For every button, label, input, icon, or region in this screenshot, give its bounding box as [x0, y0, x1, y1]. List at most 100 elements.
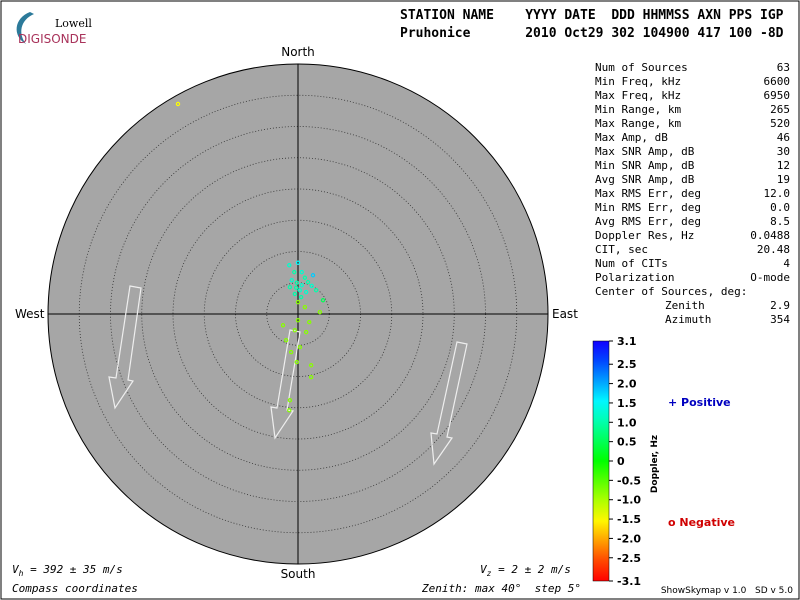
source-point: [297, 344, 303, 350]
direction-north: North: [281, 45, 315, 59]
stat-label: Azimuth: [665, 313, 711, 326]
vz-text: = 2 ± 2 m/s: [491, 563, 570, 576]
colorbar-tick-label: -1.0: [617, 494, 641, 507]
source-point: [320, 298, 326, 303]
source-point: [287, 284, 293, 290]
header-line: STATION NAME YYYY DATE DDD HHMMSS AXN PP…: [400, 8, 784, 23]
source-point: [292, 269, 297, 275]
source-point: [308, 363, 314, 368]
stat-label: Polarization: [595, 271, 674, 284]
stat-value: 30: [777, 145, 790, 158]
stat-label: Max Range, km: [595, 117, 681, 130]
direction-west: West: [15, 307, 45, 321]
stat-label: Min SNR Amp, dB: [595, 159, 695, 172]
negative-legend: o Negative: [668, 516, 735, 529]
source-point: [313, 288, 319, 293]
source-point: [283, 338, 289, 343]
colorbar: [592, 340, 610, 582]
stat-value: 0.0488: [750, 229, 790, 242]
source-point: [299, 269, 304, 275]
source-point: [287, 398, 293, 403]
source-point: [292, 328, 298, 333]
stat-value: 20.48: [757, 243, 790, 256]
stat-label: Min RMS Err, deg: [595, 201, 701, 214]
source-point: [303, 289, 309, 295]
vh-symbol: V: [12, 563, 20, 576]
stat-value: 6600: [764, 75, 791, 88]
version: ShowSkymap v 1.0 SD v 5.0: [661, 586, 793, 596]
stats-table: Num of Sources 63 Min Freq, kHz 6600 Max Fre…: [595, 61, 790, 326]
colorbar-tick-label: -2.0: [617, 532, 641, 545]
stat-value: 265: [770, 103, 790, 116]
source-point: [317, 309, 323, 315]
colorbar-tick-label: 3.1: [617, 335, 637, 348]
colorbar-tick-label: -3.1: [617, 575, 641, 588]
source-point: [295, 260, 301, 265]
colorbar-tick-label: 0: [617, 455, 625, 468]
source-point: [297, 288, 303, 293]
colorbar-tick-label: -1.5: [617, 513, 641, 526]
colorbar-tick-label: 2.0: [617, 378, 637, 391]
vh-sub: h: [19, 569, 24, 578]
source-point: [289, 278, 294, 283]
drift-arrows: [108, 285, 468, 466]
stat-label: Center of Sources, deg:: [595, 285, 747, 298]
step-prefix: step: [521, 582, 567, 595]
stat-label: Max RMS Err, deg: [595, 187, 701, 200]
degree: °: [515, 582, 522, 595]
degree: °: [574, 582, 581, 595]
source-point: [287, 263, 292, 268]
stat-label: CIT, sec: [595, 243, 648, 256]
stat-label: Num of Sources: [595, 61, 688, 74]
stat-label: Avg RMS Err, deg: [595, 215, 701, 228]
source-point: [309, 283, 314, 289]
source-point: [302, 275, 308, 280]
colorbar-tick-label: 2.5: [617, 358, 637, 371]
source-point: [295, 299, 301, 305]
source-point: [287, 408, 292, 413]
colorbar-label: Doppler, Hz: [650, 435, 660, 493]
positive-legend: + Positive: [668, 396, 731, 409]
stat-value: 63: [777, 61, 790, 74]
source-point: [298, 294, 304, 300]
zenith-step: 5: [568, 582, 575, 595]
vh-label: Vh = 392 ± 35 m/s: [12, 563, 123, 578]
stat-value: 19: [777, 173, 790, 186]
zenith-label: Zenith: max 40° step 5°: [421, 582, 581, 595]
direction-east: East: [552, 307, 578, 321]
source-point: [288, 349, 294, 355]
source-point: [302, 304, 308, 310]
stat-value: 8.5: [770, 215, 790, 228]
source-point: [299, 283, 304, 288]
stat-label: Num of CITs: [595, 257, 668, 270]
stat-value: 354: [770, 313, 790, 326]
header-line: Pruhonice 2010 Oct29 302 104900 417 100 …: [400, 26, 784, 41]
stat-label: Max Freq, kHz: [595, 89, 681, 102]
logo-bottom: DIGISONDE: [18, 32, 86, 46]
source-point: [294, 280, 299, 285]
polar-plot: [47, 63, 549, 565]
stat-label: Min Range, km: [595, 103, 681, 116]
direction-south: South: [281, 567, 316, 581]
source-point: [310, 273, 316, 278]
stat-label: Min Freq, kHz: [595, 75, 681, 88]
logo-swoosh: [16, 12, 34, 44]
stat-value: 12.0: [764, 187, 791, 200]
source-point: [305, 279, 311, 285]
stat-label: Avg SNR Amp, dB: [595, 173, 695, 186]
vz-sub: z: [487, 569, 492, 578]
source-point: [175, 101, 181, 107]
colorbar-tick-label: -0.5: [617, 474, 641, 487]
stat-value: 46: [777, 131, 790, 144]
source-point: [294, 359, 299, 365]
colorbar-tick-label: -2.5: [617, 552, 641, 565]
source-point: [293, 285, 299, 290]
zenith-max: 40: [502, 582, 516, 595]
stat-label: Doppler Res, Hz: [595, 229, 694, 242]
stat-value: O-mode: [750, 271, 790, 284]
source-point: [303, 329, 309, 335]
source-point: [292, 291, 298, 297]
coords-label: Compass coordinates: [12, 582, 138, 595]
